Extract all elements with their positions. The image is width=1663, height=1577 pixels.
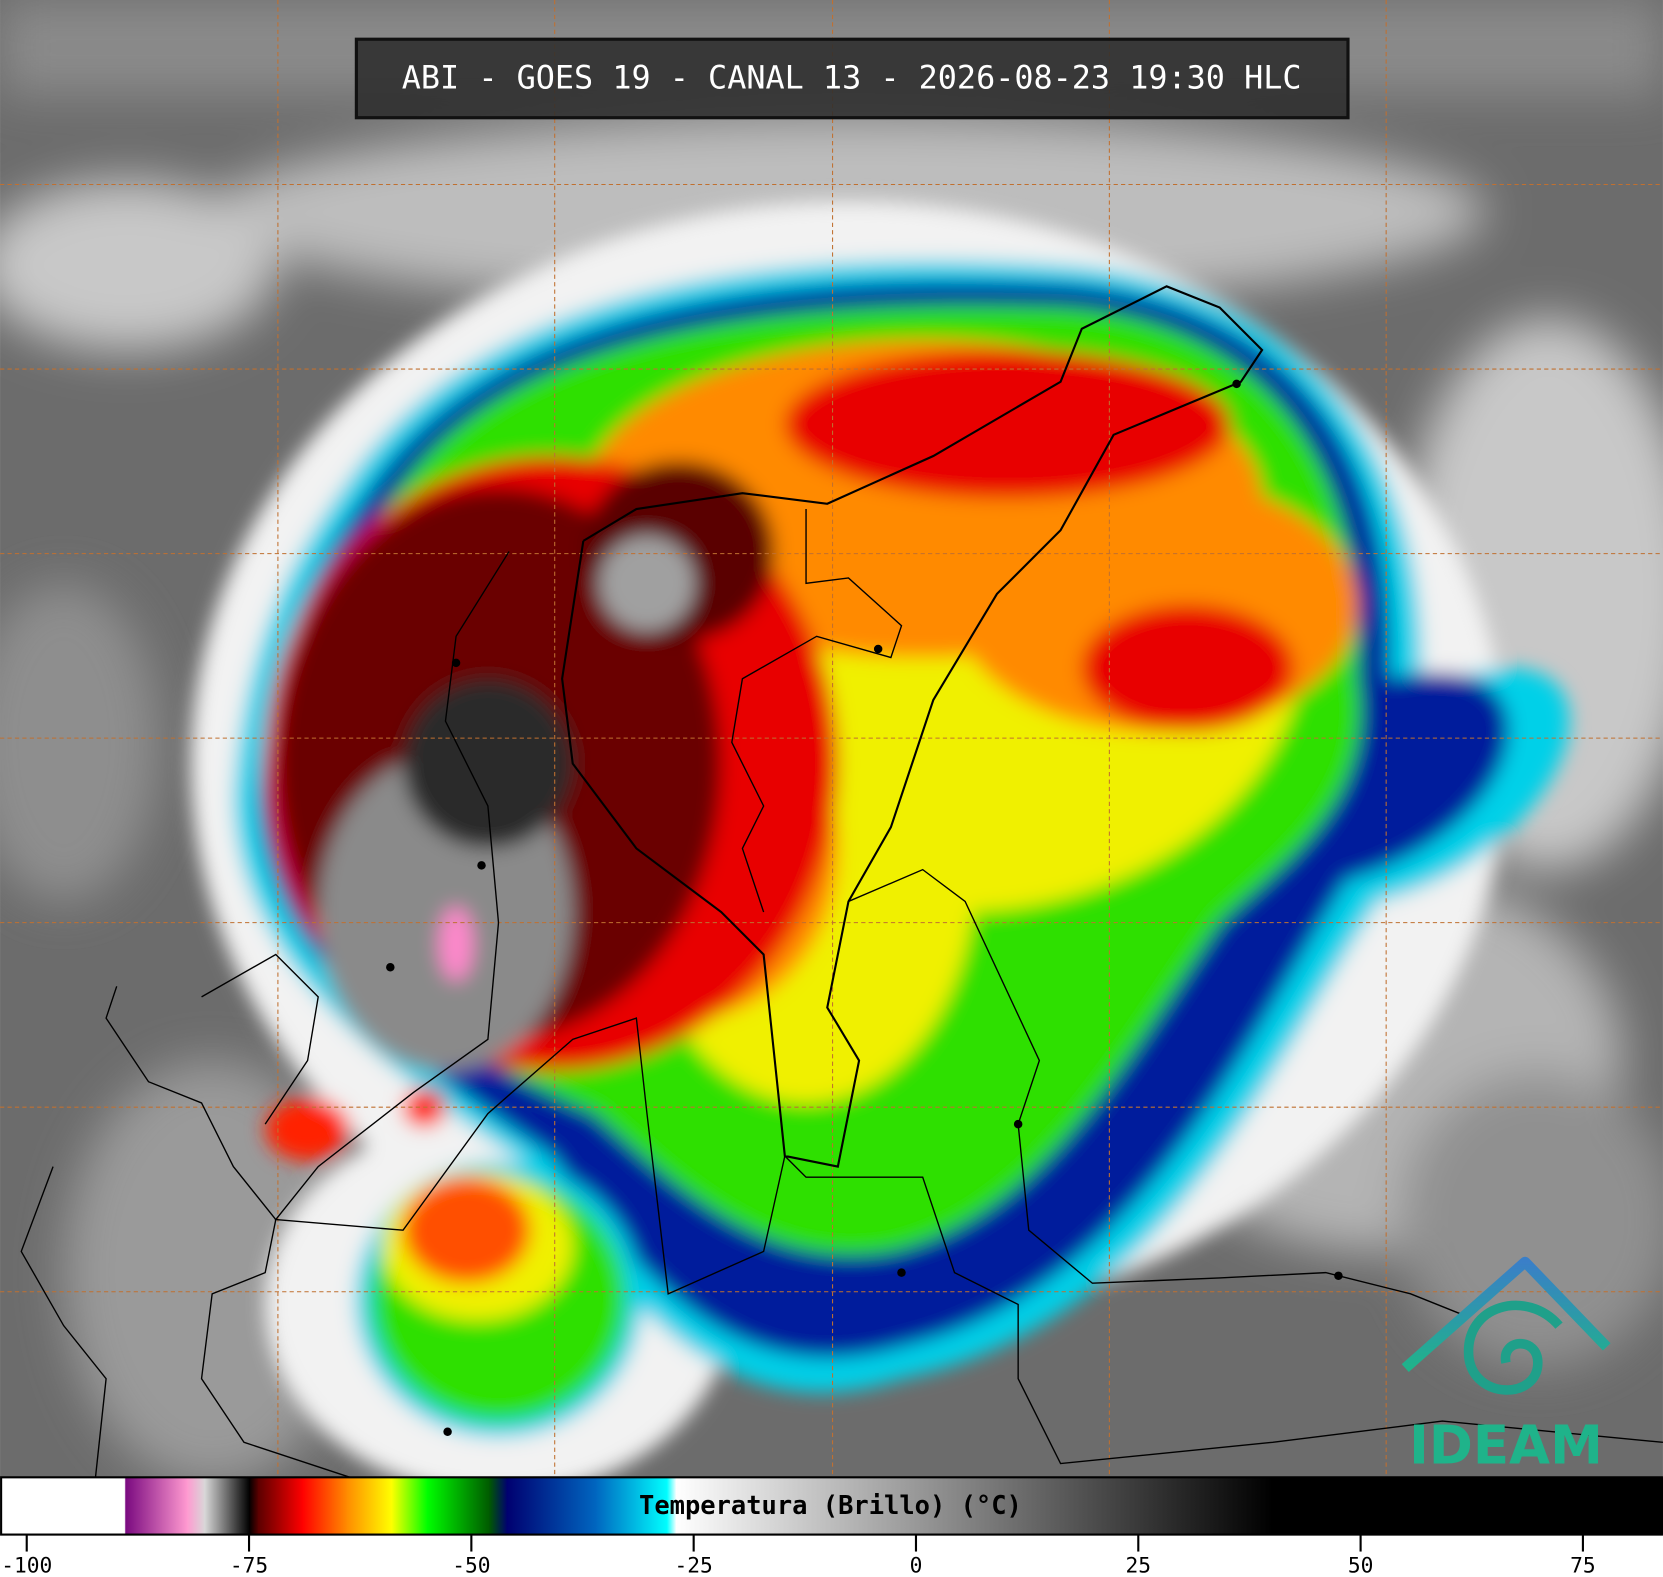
colorbar-segment	[124, 1477, 127, 1535]
title: ABI - GOES 19 - CANAL 13 - 2026-08-23 19…	[402, 59, 1302, 97]
colorbar-tick-label: -100	[1, 1553, 52, 1577]
colorbar-segment	[489, 1477, 508, 1535]
colorbar-tick-label: 75	[1570, 1553, 1596, 1577]
colorbar-segment	[0, 1477, 126, 1535]
colorbar	[0, 1477, 1663, 1535]
city-markers	[386, 379, 1343, 1436]
colorbar-segment	[125, 1477, 188, 1535]
colorbar-tick-label: -25	[675, 1553, 713, 1577]
colorbar-tick-label: 25	[1126, 1553, 1152, 1577]
colorbar-segment	[346, 1477, 392, 1535]
colorbar-tick-label: 50	[1348, 1553, 1374, 1577]
colorbar-tick-label: -75	[230, 1553, 268, 1577]
storm-imagery	[190, 201, 1570, 1496]
colorbar-segment	[426, 1477, 490, 1535]
colorbar-segment	[302, 1477, 348, 1535]
colorbar-segment	[1271, 1477, 1663, 1535]
colorbar-segment	[204, 1477, 250, 1535]
colorbar-label: Temperatura (Brillo) (°C)	[639, 1491, 1022, 1521]
colorbar-segment	[675, 1477, 1273, 1535]
colorbar-segment	[595, 1477, 668, 1535]
colorbar-tick-label: 0	[910, 1553, 923, 1577]
colorbar-segment	[506, 1477, 597, 1535]
graticule	[0, 0, 1663, 1478]
colorbar-segment	[391, 1477, 428, 1535]
colorbar-segment	[257, 1477, 304, 1535]
colorbar-frame	[0, 1476, 1663, 1536]
colorbar-segment	[666, 1477, 677, 1535]
logo: IDEAM	[1401, 1256, 1611, 1476]
colorbar-segment	[249, 1477, 259, 1535]
colorbar-tick-label: -50	[452, 1553, 490, 1577]
title-box	[354, 37, 1350, 120]
logo-text: IDEAM	[1409, 1414, 1603, 1476]
colorbar-segment	[186, 1477, 206, 1535]
borders	[20, 285, 1663, 1478]
